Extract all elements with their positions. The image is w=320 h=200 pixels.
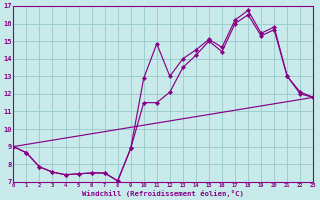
X-axis label: Windchill (Refroidissement éolien,°C): Windchill (Refroidissement éolien,°C) — [82, 190, 244, 197]
